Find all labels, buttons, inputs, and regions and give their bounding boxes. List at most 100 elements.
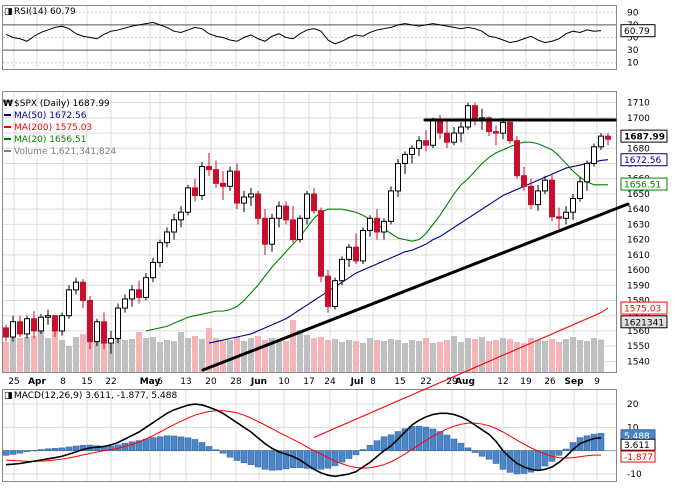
candle-body [115,307,121,340]
candle-body [486,117,492,133]
volume-bar [3,342,9,372]
volume-bar [73,337,79,372]
macd-histogram-bar [275,450,283,471]
candle-body [360,229,366,262]
candle-body [108,338,114,344]
volume-bar [220,341,226,372]
candle-body [451,132,457,143]
volume-bar [409,340,415,372]
candle-body [535,190,541,206]
volume-bars [3,320,604,372]
candle-body [374,217,380,233]
candle-body [220,182,226,187]
price-legend: $SPX (Daily) 1687.99₩MA(50) 1672.56 MA(20… [3,99,116,157]
macd-histogram-bar [345,450,353,459]
y-axis-ticks: 1540155015601570158015901600161016201630… [627,8,650,480]
volume-bar [59,340,65,372]
x-tick-label: Jul [350,377,364,387]
candle-body [570,198,576,213]
macd-histogram-bar [464,447,472,451]
macd-tick-label: -10 [627,470,642,480]
rsi-tick-label: 10 [627,59,639,69]
macd-histogram-bar [149,437,157,451]
volume-bar [570,337,576,372]
candle-body [402,153,408,165]
ma50-line-path [208,159,609,344]
candle-body [318,210,324,277]
candle-body [94,321,100,343]
price-tick-label: 1580 [627,296,650,306]
price-tick-label: 1540 [627,357,650,367]
macd-histogram-bar [555,450,563,456]
value-tag-label: 1621341 [624,318,664,328]
macd-label: MACD(12,26,9) 3.611, -1.877, 5.488 [14,391,177,401]
volume-bar [514,342,520,372]
candle-body [500,121,506,134]
candle-body [31,318,37,332]
macd-histogram-bar [282,450,290,470]
candle-body [52,315,58,332]
rsi-value-tag-label: 60.79 [624,27,650,37]
macd-histogram-bar [401,428,409,451]
macd-histogram-bar [338,450,346,463]
volume-bar [157,342,163,372]
volume-bar [206,328,212,372]
macd-histogram-bar [429,428,437,451]
candle-body [563,211,569,219]
candle-body [164,231,170,244]
macd-tick-label: 20 [627,400,639,410]
macd-histogram-bar [492,450,500,464]
volume-bar [549,339,555,372]
macd-histogram-bar [415,425,423,451]
macd-histogram-bar [65,446,73,451]
volume-bar [486,341,492,372]
volume-bar [318,337,324,372]
volume-bar [542,341,548,372]
legend-entry: MA(200) 1575.03 [14,123,92,133]
candle-body [493,131,499,134]
macd-icon: ◨ [4,391,13,401]
macd-histogram-bar [198,442,206,451]
ma200-line-path [313,307,609,438]
candle-body [136,289,142,298]
volume-bar [66,346,72,372]
price-tick-label: 1700 [627,114,650,124]
candle-body [507,121,513,142]
x-tick-label: 6 [157,377,163,387]
candle-body [73,281,79,291]
volume-bar [479,337,485,372]
volume-bar [101,342,107,372]
value-tag-box [620,315,668,329]
macd-value-tag-label: 5.488 [624,432,650,442]
candle-body [59,315,65,332]
candle-body [255,193,261,219]
macd-histogram-bar [51,448,59,451]
volume-bar [346,340,352,372]
volume-bar [339,342,345,372]
ma200-line [313,307,609,438]
legend-entry: MA(20) 1656.51 [14,135,86,145]
price-tick-label: 1560 [627,327,650,337]
candle-body [549,179,555,218]
macd-value-tag-box [620,450,656,463]
x-tick-label: May [140,377,161,387]
macd-histogram-bar [16,450,24,454]
volume-bar [584,341,590,372]
candle-body [311,193,317,212]
macd-histogram-bar [184,437,192,451]
macd-histogram-bar [44,448,52,451]
candle-body [262,217,268,245]
volume-bar [80,334,86,372]
x-tick-label: 8 [370,377,376,387]
candle-body [577,181,583,200]
rsi-line [5,21,602,45]
volume-bar [374,340,380,372]
candle-body [227,170,233,187]
macd-histogram-bar [541,450,549,467]
volume-bar [290,320,296,372]
macd-histogram-bar [317,450,325,470]
x-tick-label: 26 [544,377,556,387]
